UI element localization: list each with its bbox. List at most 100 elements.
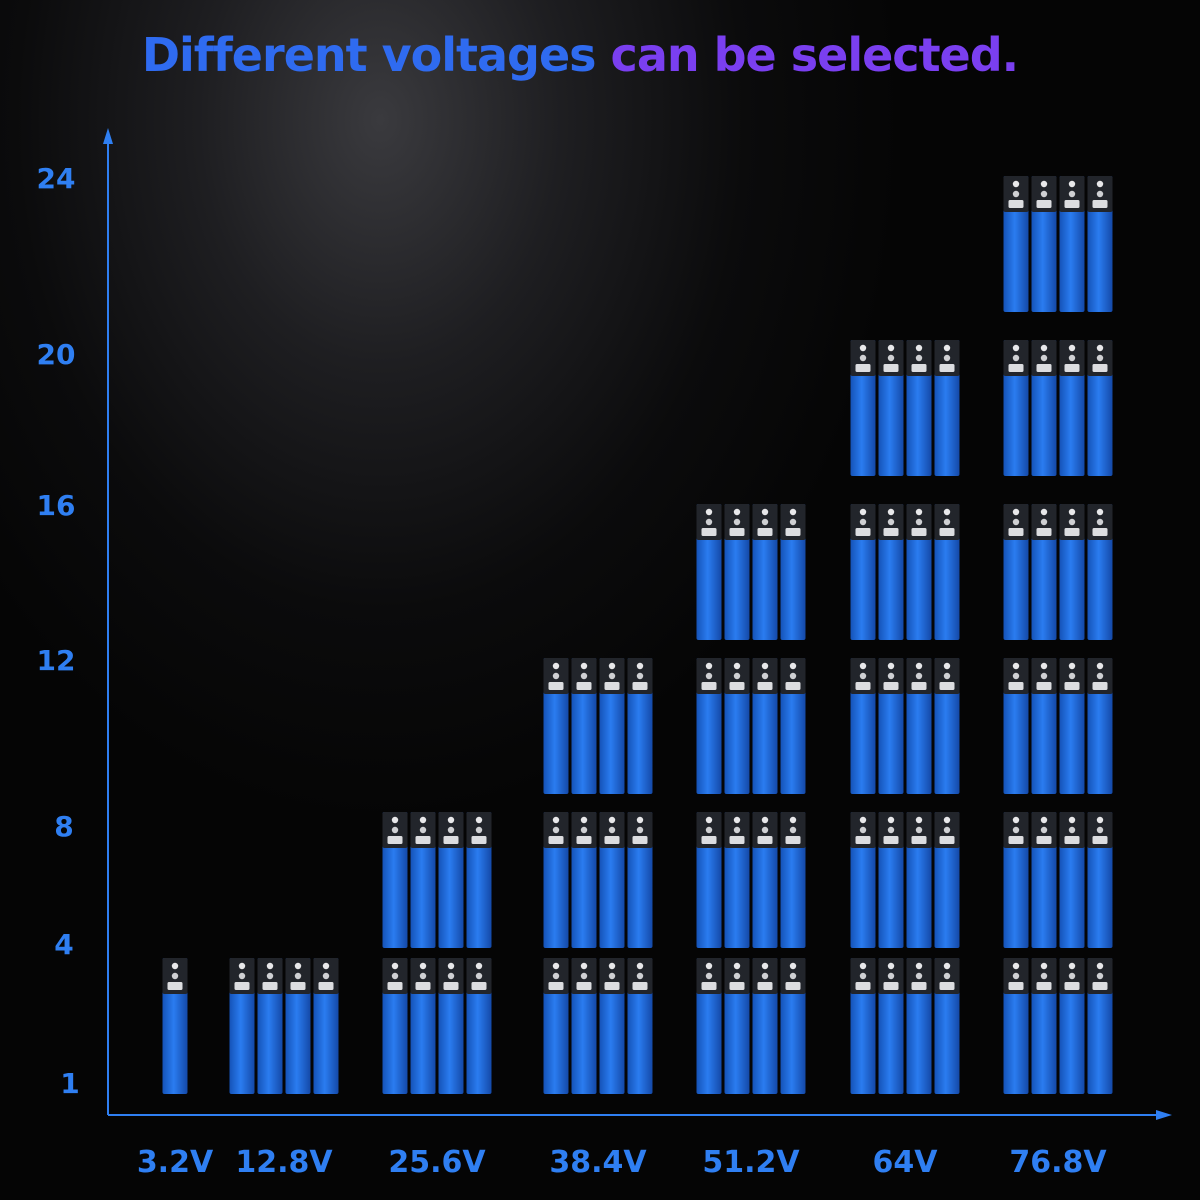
title-part-2: can be selected.: [610, 28, 1020, 82]
terminal-icon: [859, 826, 867, 834]
battery-cell: [1003, 340, 1029, 476]
cell-label-sticker: [883, 836, 899, 844]
battery-cell: [1087, 658, 1113, 794]
terminal-icon: [789, 972, 797, 980]
title-part-1: Different voltages: [141, 28, 597, 82]
chart-title: Different voltages can be selected.: [0, 28, 1160, 82]
battery-cell: [696, 504, 722, 640]
battery-cell: [780, 812, 806, 948]
bar-51.2V: [696, 504, 806, 1094]
cell-label-sticker: [785, 682, 801, 690]
terminal-icon: [859, 962, 867, 970]
terminal-icon: [1096, 826, 1104, 834]
battery-cell: [878, 658, 904, 794]
terminal-icon: [887, 508, 895, 516]
cell-label-sticker: [729, 682, 745, 690]
cell-label-sticker: [1064, 528, 1080, 536]
terminal-icon: [552, 662, 560, 670]
terminal-icon: [1068, 672, 1076, 680]
cell-label-sticker: [1064, 364, 1080, 372]
terminal-icon: [705, 826, 713, 834]
battery-cell: [878, 340, 904, 476]
cell-label-sticker: [604, 682, 620, 690]
terminal-icon: [1040, 962, 1048, 970]
battery-cell: [850, 340, 876, 476]
terminal-icon: [1040, 826, 1048, 834]
battery-cell: [878, 504, 904, 640]
terminal-icon: [1096, 508, 1104, 516]
terminal-icon: [608, 816, 616, 824]
terminal-icon: [705, 816, 713, 824]
terminal-icon: [238, 962, 246, 970]
cell-label-sticker: [443, 836, 459, 844]
battery-cell: [599, 812, 625, 948]
terminal-icon: [733, 518, 741, 526]
terminal-icon: [1068, 344, 1076, 352]
terminal-icon: [238, 972, 246, 980]
battery-cell: [934, 340, 960, 476]
terminal-icon: [1012, 508, 1020, 516]
cell-label-sticker: [883, 528, 899, 536]
cell-label-sticker: [318, 982, 334, 990]
terminal-icon: [887, 816, 895, 824]
cell-label-sticker: [785, 982, 801, 990]
cell-block: [543, 658, 653, 794]
y-tick-label: 1: [60, 1067, 79, 1100]
cell-label-sticker: [604, 836, 620, 844]
cell-label-sticker: [1036, 200, 1052, 208]
terminal-icon: [887, 518, 895, 526]
terminal-icon: [887, 354, 895, 362]
cell-label-sticker: [911, 836, 927, 844]
terminal-icon: [789, 816, 797, 824]
cell-label-sticker: [883, 364, 899, 372]
cell-label-sticker: [548, 682, 564, 690]
x-axis-arrow-icon: [1156, 1110, 1172, 1120]
terminal-icon: [733, 508, 741, 516]
cell-label-sticker: [855, 528, 871, 536]
terminal-icon: [580, 972, 588, 980]
terminal-icon: [761, 826, 769, 834]
cell-label-sticker: [701, 836, 717, 844]
bar-3.2V: [162, 958, 188, 1094]
cell-label-sticker: [757, 836, 773, 844]
terminal-icon: [266, 962, 274, 970]
cell-block: [543, 958, 653, 1094]
cell-label-sticker: [1008, 200, 1024, 208]
terminal-icon: [733, 962, 741, 970]
battery-cell: [410, 812, 436, 948]
cell-block: [229, 958, 339, 1094]
terminal-icon: [859, 816, 867, 824]
terminal-icon: [915, 508, 923, 516]
y-tick-label: 24: [37, 162, 76, 195]
terminal-icon: [447, 972, 455, 980]
cell-label-sticker: [1008, 364, 1024, 372]
terminal-icon: [447, 826, 455, 834]
terminal-icon: [1068, 662, 1076, 670]
cell-block: [1003, 340, 1113, 476]
terminal-icon: [636, 672, 644, 680]
cell-label-sticker: [387, 982, 403, 990]
terminal-icon: [294, 962, 302, 970]
terminal-icon: [887, 826, 895, 834]
terminal-icon: [1068, 972, 1076, 980]
terminal-icon: [943, 816, 951, 824]
battery-cell: [724, 958, 750, 1094]
battery-cell: [229, 958, 255, 1094]
battery-cell: [724, 658, 750, 794]
cell-block: [850, 958, 960, 1094]
terminal-icon: [1068, 826, 1076, 834]
terminal-icon: [1040, 508, 1048, 516]
terminal-icon: [1068, 354, 1076, 362]
cell-label-sticker: [1036, 982, 1052, 990]
terminal-icon: [789, 518, 797, 526]
terminal-icon: [608, 672, 616, 680]
battery-cell: [696, 812, 722, 948]
cell-label-sticker: [415, 836, 431, 844]
terminal-icon: [859, 354, 867, 362]
bar-25.6V: [382, 812, 492, 1094]
battery-cell: [934, 658, 960, 794]
cell-block: [1003, 176, 1113, 312]
terminal-icon: [915, 518, 923, 526]
terminal-icon: [447, 962, 455, 970]
cell-label-sticker: [262, 982, 278, 990]
